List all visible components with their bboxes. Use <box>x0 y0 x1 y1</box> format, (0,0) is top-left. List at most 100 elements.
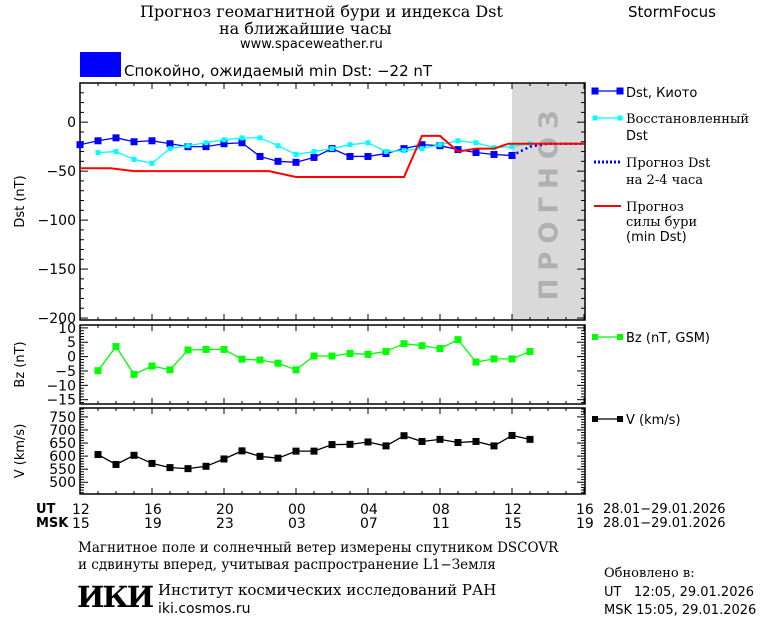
updated-ut: UT 12:05, 29.01.2026 <box>604 585 755 600</box>
data-point <box>167 146 173 152</box>
data-point <box>274 157 282 165</box>
y-tick-label: 550 <box>49 462 76 478</box>
title-line-1: Прогноз геомагнитной бури и индекса Dst <box>140 2 503 21</box>
data-point <box>292 366 300 374</box>
data-point <box>202 345 210 353</box>
data-point <box>148 362 156 370</box>
legend-marker <box>617 416 623 422</box>
ut-label: UT <box>36 502 56 517</box>
y-tick-label: 750 <box>49 410 76 426</box>
legend-marker <box>617 115 623 121</box>
legend-restored-1: Восстановленный <box>626 112 749 127</box>
data-point <box>166 464 174 472</box>
data-point <box>202 143 210 151</box>
legend-kyoto: Dst, Киото <box>626 86 698 101</box>
data-point <box>401 148 407 154</box>
y-tick-label: −50 <box>46 164 76 180</box>
data-point <box>472 358 480 366</box>
data-point <box>346 152 354 160</box>
y-axis-label: Bz (nT) <box>13 341 28 387</box>
data-point <box>112 460 120 468</box>
legend-storm-1: Прогноз <box>626 200 684 215</box>
note-line-1: Магнитное поле и солнечный ветер измерен… <box>78 540 559 556</box>
data-point <box>221 137 227 143</box>
data-point <box>94 137 102 145</box>
data-point <box>472 437 480 445</box>
ut-tick-label: 04 <box>360 502 378 518</box>
data-point <box>238 447 246 455</box>
ut-tick-label: 12 <box>72 502 90 518</box>
data-point <box>130 138 138 146</box>
data-point <box>239 135 245 141</box>
data-point <box>131 156 137 162</box>
y-tick-label: −150 <box>38 262 76 278</box>
data-point <box>382 442 390 450</box>
data-point <box>238 355 246 363</box>
data-point <box>148 459 156 467</box>
data-point <box>400 340 408 348</box>
data-point <box>346 349 354 357</box>
msk-tick-label: 07 <box>360 516 378 532</box>
msk-tick-label: 11 <box>432 516 450 532</box>
note-line-2: и сдвинуты вперед, учитывая распростране… <box>78 557 496 573</box>
data-point <box>383 149 389 155</box>
data-point <box>94 367 102 375</box>
data-point <box>526 435 534 443</box>
site-link[interactable]: www.spaceweather.ru <box>240 37 383 52</box>
data-point <box>94 451 102 459</box>
updated-msk: MSK 15:05, 29.01.2026 <box>604 603 757 618</box>
data-point <box>292 158 300 166</box>
forecast-zone <box>512 83 585 320</box>
data-point <box>257 135 263 141</box>
legend-marker <box>591 87 599 95</box>
ut-tick-label: 16 <box>144 502 162 518</box>
data-point <box>166 366 174 374</box>
data-point <box>455 138 461 144</box>
data-point <box>436 435 444 443</box>
data-point <box>436 345 444 353</box>
legend-marker <box>617 334 623 340</box>
data-point <box>202 462 210 470</box>
data-point <box>185 143 191 149</box>
legend-marker <box>592 416 598 422</box>
data-point <box>382 347 390 355</box>
data-point <box>184 346 192 354</box>
data-point <box>509 144 515 150</box>
data-point <box>472 149 480 157</box>
forecast-zone-label: ПРОГНОЗ <box>535 103 565 301</box>
data-point <box>328 441 336 449</box>
msk-tick-label: 19 <box>144 516 162 532</box>
legend-restored-2: Dst <box>626 129 648 144</box>
data-point <box>184 465 192 473</box>
institute-name: Институт космических исследований РАН <box>158 581 497 599</box>
data-point <box>454 146 462 154</box>
y-tick-label: 5 <box>67 335 76 351</box>
data-point <box>203 140 209 146</box>
data-point <box>437 142 443 148</box>
legend-marker <box>616 87 624 95</box>
data-point <box>508 355 516 363</box>
data-point <box>400 432 408 440</box>
data-point <box>238 139 246 147</box>
y-tick-label: 650 <box>49 436 76 452</box>
data-point <box>364 438 372 446</box>
legend-forecast-1: Прогноз Dst <box>626 156 711 171</box>
status-color-box <box>80 52 121 77</box>
y-tick-label: 700 <box>49 423 76 439</box>
title-line-2: на ближайшие часы <box>219 19 392 38</box>
y-tick-label: 600 <box>49 449 76 465</box>
data-point <box>256 452 264 460</box>
data-point <box>112 134 120 142</box>
msk-tick-label: 03 <box>288 516 306 532</box>
ut-tick-label: 16 <box>576 502 594 518</box>
y-tick-label: −5 <box>55 364 76 380</box>
legend-storm-3: (min Dst) <box>626 230 687 245</box>
data-point <box>95 150 101 156</box>
y-tick-label: 500 <box>49 475 76 491</box>
data-point <box>418 342 426 350</box>
y-tick-label: −100 <box>38 213 76 229</box>
msk-tick-label: 15 <box>504 516 522 532</box>
data-point <box>220 345 228 353</box>
institute-site[interactable]: iki.cosmos.ru <box>158 601 251 617</box>
data-point <box>328 352 336 360</box>
